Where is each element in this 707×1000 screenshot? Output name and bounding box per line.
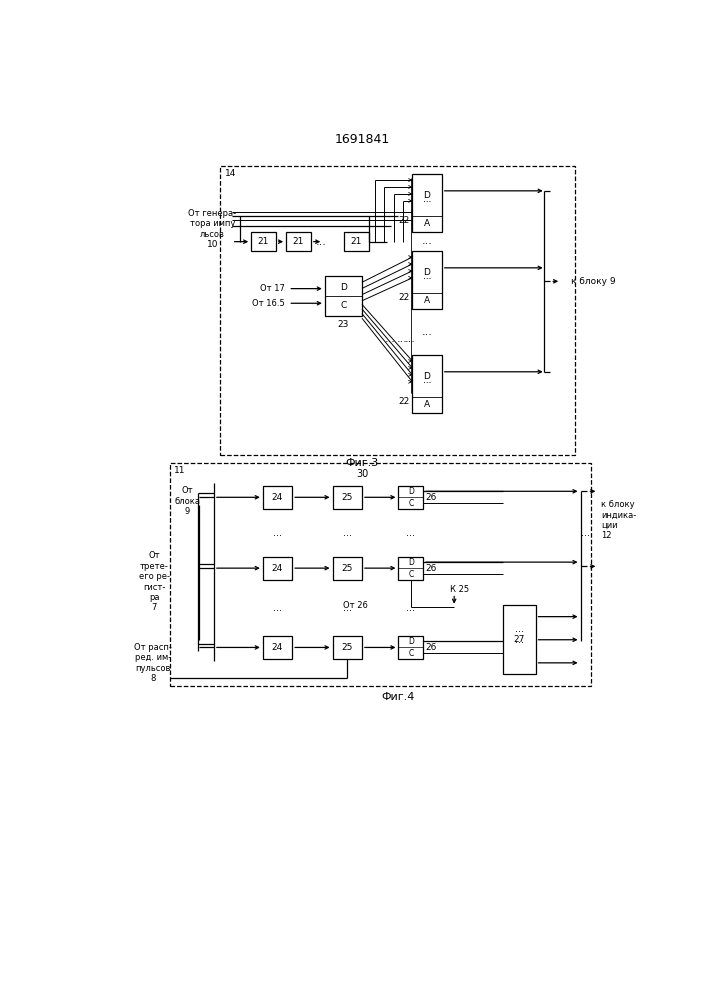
Bar — [332, 636, 362, 659]
Text: ...: ... — [407, 528, 415, 538]
Text: 11: 11 — [174, 466, 185, 475]
Text: От расп-
ред. им-
пульсов
8: От расп- ред. им- пульсов 8 — [134, 643, 172, 683]
Text: ...: ... — [273, 603, 282, 613]
Text: 24: 24 — [272, 643, 283, 652]
Text: 21: 21 — [258, 237, 269, 246]
Text: ...: ... — [421, 327, 433, 337]
Text: A: A — [424, 296, 430, 305]
Bar — [325, 276, 362, 316]
Text: ...: ... — [421, 236, 433, 246]
Text: к блоку
индика-
ции
12: к блоку индика- ции 12 — [602, 500, 637, 540]
Text: 25: 25 — [341, 493, 353, 502]
Text: 26: 26 — [426, 564, 437, 573]
Text: От
блока
9: От блока 9 — [175, 486, 201, 516]
Text: ...: ... — [315, 237, 327, 247]
Bar — [286, 232, 311, 251]
Text: C: C — [408, 649, 414, 658]
Bar — [398, 636, 423, 659]
Bar — [412, 355, 442, 413]
Text: 25: 25 — [341, 643, 353, 652]
Text: ...: ... — [343, 528, 351, 538]
Text: C: C — [408, 570, 414, 579]
Text: ...: ... — [273, 528, 282, 538]
Text: Фиг.3: Фиг.3 — [345, 458, 378, 468]
Text: ...: ... — [515, 635, 524, 645]
Bar — [170, 463, 590, 686]
Text: От 16.5: От 16.5 — [252, 299, 285, 308]
Text: D: D — [340, 283, 347, 292]
Text: ...: ... — [580, 528, 590, 538]
Text: 21: 21 — [293, 237, 304, 246]
Bar — [398, 557, 423, 580]
Text: 22: 22 — [399, 216, 410, 225]
Text: От
трете-
его ре-
гист-
ра
7: От трете- его ре- гист- ра 7 — [139, 552, 170, 612]
Text: ⋯: ⋯ — [423, 197, 431, 206]
Text: ⋯: ⋯ — [423, 378, 431, 387]
Text: К 25: К 25 — [450, 585, 469, 594]
Text: 10: 10 — [206, 240, 218, 249]
Text: D: D — [423, 372, 431, 381]
Bar — [503, 605, 535, 674]
Text: ⋯: ⋯ — [423, 274, 431, 283]
Text: 1691841: 1691841 — [334, 133, 390, 146]
Text: 30: 30 — [356, 469, 368, 479]
Text: От 17: От 17 — [260, 284, 285, 293]
Text: 21: 21 — [351, 237, 362, 246]
Text: 22: 22 — [399, 293, 410, 302]
Text: C: C — [408, 499, 414, 508]
Bar — [412, 174, 442, 232]
Text: 22: 22 — [399, 397, 410, 406]
Bar — [263, 636, 292, 659]
Text: A: A — [424, 400, 430, 409]
Text: 14: 14 — [225, 169, 236, 178]
Text: 24: 24 — [272, 564, 283, 573]
Text: D: D — [408, 558, 414, 567]
Text: ...: ... — [407, 603, 415, 613]
Text: От генера-
тора импу
льсов: От генера- тора импу льсов — [188, 209, 236, 239]
Text: ...: ... — [385, 334, 396, 344]
Text: 26: 26 — [426, 643, 437, 652]
Text: ...: ... — [397, 334, 408, 344]
Text: к блоку 9: к блоку 9 — [571, 277, 616, 286]
Text: ...: ... — [343, 603, 351, 613]
Text: D: D — [408, 637, 414, 646]
Text: D: D — [423, 268, 431, 277]
Text: Фиг.4: Фиг.4 — [382, 692, 415, 702]
Bar — [251, 232, 276, 251]
Text: C: C — [340, 301, 346, 310]
Text: От 26: От 26 — [344, 601, 368, 610]
Bar — [332, 486, 362, 509]
Bar — [344, 232, 369, 251]
Text: 23: 23 — [338, 320, 349, 329]
Text: 27: 27 — [513, 635, 525, 644]
Text: 25: 25 — [341, 564, 353, 573]
Text: 24: 24 — [272, 493, 283, 502]
Text: 26: 26 — [426, 493, 437, 502]
Bar — [263, 486, 292, 509]
Text: A: A — [424, 219, 430, 228]
Bar — [220, 166, 575, 455]
Text: ...: ... — [515, 624, 524, 634]
Bar — [332, 557, 362, 580]
Bar — [398, 486, 423, 509]
Text: ...: ... — [404, 334, 416, 344]
Text: D: D — [423, 191, 431, 200]
Bar — [412, 251, 442, 309]
Bar — [263, 557, 292, 580]
Text: D: D — [408, 487, 414, 496]
